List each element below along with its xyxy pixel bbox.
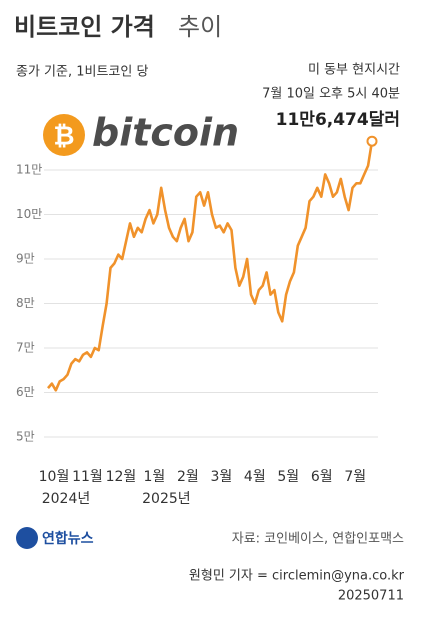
chart-title-suffix: 추이 [178, 13, 222, 41]
y-tick-label: 6만 [16, 385, 35, 399]
end-point [366, 135, 378, 147]
credit: 원형민 기자 = circlemin@yna.co.kr [189, 569, 405, 584]
x-tick-label: 3월 [210, 469, 232, 485]
x-tick-label: 6월 [311, 469, 333, 485]
chart-title: 비트코인 가격 [14, 13, 155, 41]
note-line: 미 동부 현지시간 [308, 63, 400, 78]
year-label: 2024년 [42, 491, 91, 507]
x-tick-label: 4월 [244, 469, 266, 485]
logo-circle [43, 114, 85, 156]
x-tick-label: 7월 [344, 469, 366, 485]
x-tick-label: 10월 [39, 469, 70, 485]
source: 자료: 코인베이스, 연합인포맥스 [232, 532, 404, 547]
source-logo: 연합뉴스 [42, 530, 94, 547]
value-label: 11만6,474달러 [276, 109, 400, 130]
logo-text: bitcoin [92, 111, 239, 155]
source-logo-icon [16, 527, 38, 549]
x-tick-label: 5월 [277, 469, 299, 485]
x-tick-label: 1월 [144, 469, 166, 485]
y-tick-label: 10만 [16, 207, 42, 221]
y-tick-label: 5만 [16, 430, 35, 444]
price-line [47, 140, 374, 392]
y-tick-label: 9만 [16, 252, 35, 266]
x-tick-label: 12월 [106, 469, 137, 485]
x-tick-label: 11월 [72, 469, 103, 485]
x-tick-label: 2월 [177, 469, 199, 485]
y-tick-label: 7만 [16, 341, 35, 355]
subtitle: 종가 기준, 1비트코인 당 [16, 65, 148, 80]
date: 20250711 [338, 589, 404, 604]
year-label: 2025년 [142, 491, 191, 507]
y-tick-label: 11만 [16, 163, 42, 177]
y-tick-label: 8만 [16, 296, 35, 310]
logo-mark: ₿ [53, 122, 74, 152]
note-line: 7월 10일 오후 5시 40분 [262, 87, 400, 102]
